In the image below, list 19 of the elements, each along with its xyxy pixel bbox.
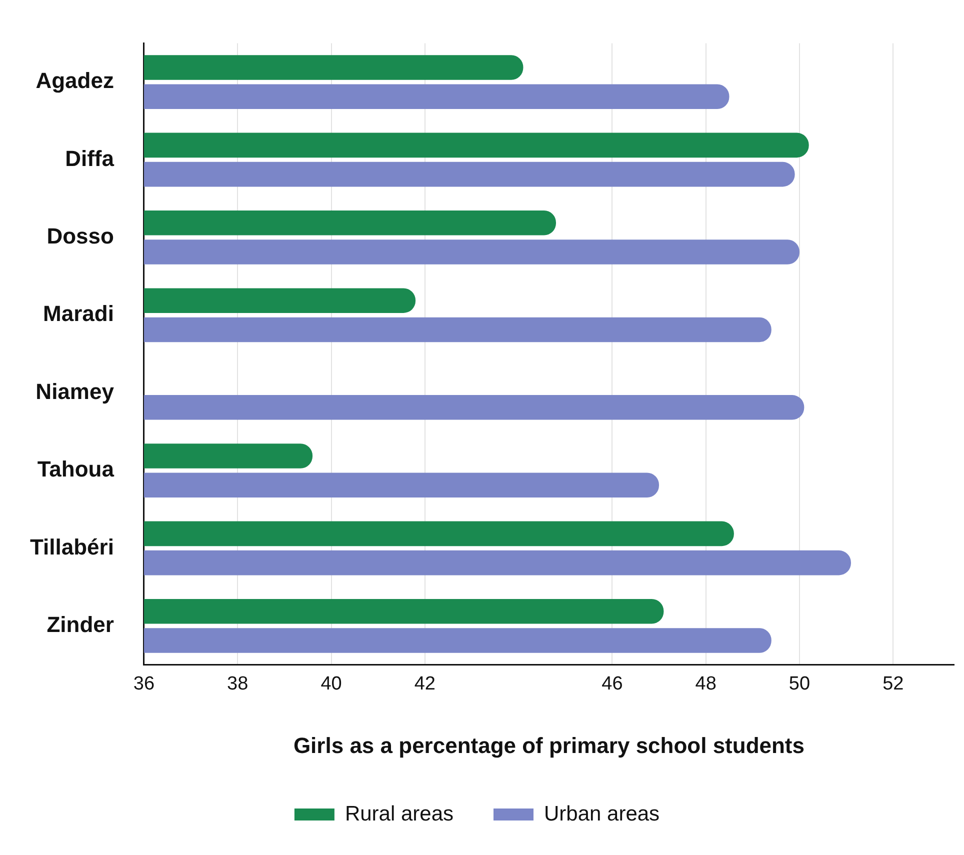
x-tick-label: 48 <box>695 673 716 694</box>
x-tick-label: 36 <box>133 673 155 694</box>
x-tick-label: 52 <box>882 673 904 694</box>
x-axis-title: Girls as a percentage of primary school students <box>293 732 805 758</box>
x-tick-label: 40 <box>320 673 342 694</box>
x-tick-label: 38 <box>227 673 248 694</box>
legend-label: Urban areas <box>544 802 660 826</box>
y-tick-label: Agadez <box>36 68 114 94</box>
y-tick-label: Zinder <box>46 612 114 638</box>
y-tick-label: Dosso <box>46 224 114 249</box>
x-tick-label: 42 <box>414 673 436 694</box>
legend-label: Rural areas <box>344 802 454 826</box>
x-tick-label: 46 <box>602 673 623 694</box>
y-tick-label: Niamey <box>36 378 115 404</box>
x-tick-label: 50 <box>788 673 810 694</box>
y-tick-label: Diffa <box>65 146 115 171</box>
y-tick-label: Maradi <box>43 301 114 326</box>
y-tick-label: Tillabéri <box>30 534 114 560</box>
y-tick-label: Tahoua <box>37 456 115 482</box>
